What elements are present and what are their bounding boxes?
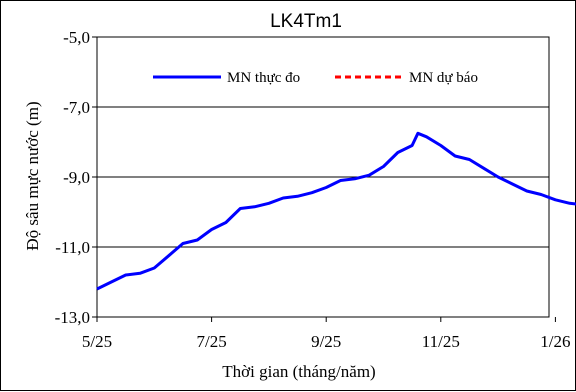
y-axis-ticks: -13,0 -11,0 -9,0 -7,0 -5,0 xyxy=(55,28,97,327)
x-axis-title: Thời gian (tháng/năm) xyxy=(222,362,375,381)
legend-label-forecast: MN dự báo xyxy=(409,70,478,86)
y-tick-label: -11,0 xyxy=(55,238,90,257)
series-line-measured xyxy=(96,131,576,291)
y-tick-label: -9,0 xyxy=(63,168,90,187)
y-axis-title: Độ sâu mực nước (m) xyxy=(23,101,42,250)
x-tick-label: 7/25 xyxy=(196,332,226,351)
x-tick-label: 5/25 xyxy=(82,332,112,351)
chart-title: LK4Tm1 xyxy=(270,11,342,32)
series-lines xyxy=(96,131,576,291)
grid-lines xyxy=(97,36,549,318)
y-tick-label: -7,0 xyxy=(63,98,90,117)
x-tick-label: 1/26 xyxy=(540,332,570,351)
y-tick-label: -5,0 xyxy=(63,28,90,47)
legend: MN thực đo MN dự báo xyxy=(153,70,478,86)
legend-label-measured: MN thực đo xyxy=(227,70,300,86)
y-tick-label: -13,0 xyxy=(55,308,90,327)
x-tick-label: 9/25 xyxy=(311,332,341,351)
x-tick-label: 11/25 xyxy=(422,332,460,351)
